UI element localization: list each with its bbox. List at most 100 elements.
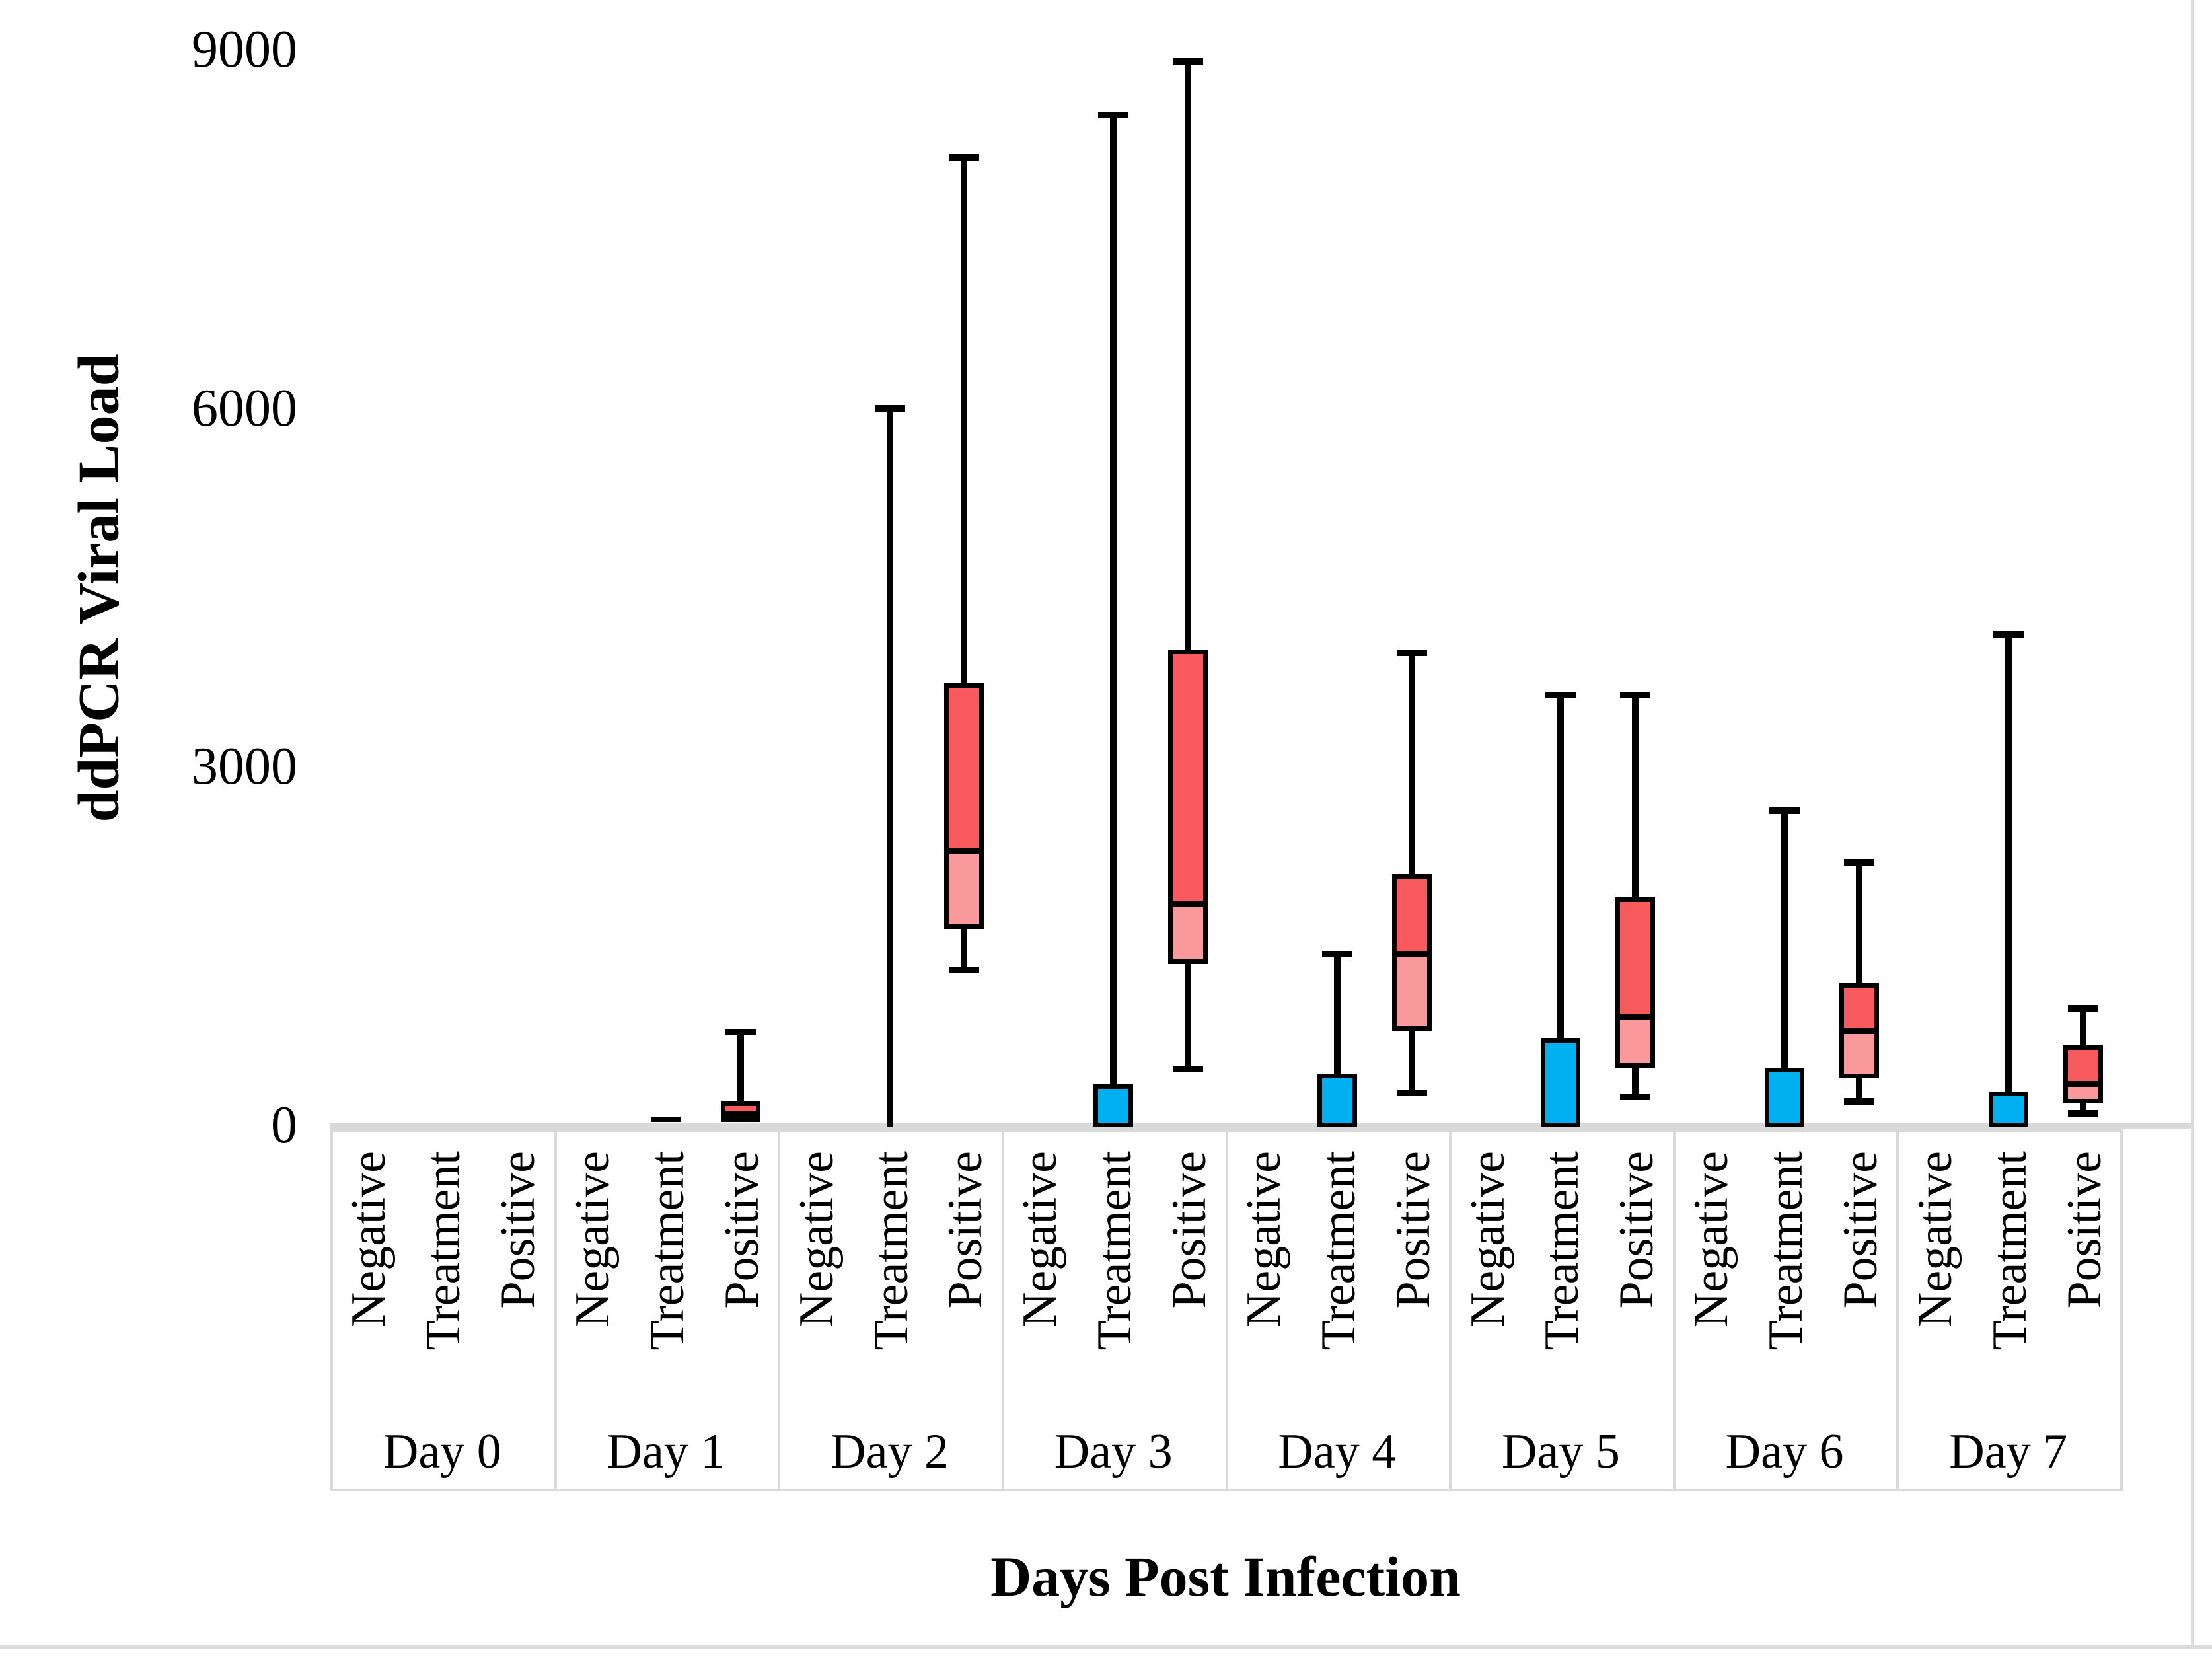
box-day7-treatment: [1988, 1092, 2028, 1127]
sub-category-label: Positive: [1609, 1151, 1664, 1309]
box-day6-treatment: [1765, 1068, 1805, 1127]
upper-whisker-cap-day5-positive: [1620, 691, 1651, 698]
x-axis-title: Days Post Infection: [990, 1545, 1461, 1608]
upper-whisker-cap-day4-positive: [1396, 650, 1427, 657]
box-day5-positive: [1615, 897, 1656, 1068]
sub-category-label: Positive: [1833, 1151, 1888, 1309]
upper-whisker-cap-day7-positive: [2067, 1004, 2098, 1012]
median-line-day6-positive: [1843, 1028, 1874, 1035]
sub-category-label: Treatment: [416, 1151, 471, 1351]
y-tick-label: 6000: [192, 379, 297, 437]
y-tick-label: 3000: [192, 737, 297, 796]
box-upper-quartile-day1-positive: [725, 1105, 756, 1113]
flat-dash-day1-treatment: [651, 1117, 681, 1122]
sub-category-label: Negative: [1236, 1151, 1291, 1328]
day-label: Day 5: [1502, 1425, 1620, 1479]
median-line-day4-positive: [1396, 951, 1427, 958]
box-day3-treatment: [1093, 1084, 1134, 1127]
upper-whisker-day3-treatment: [1110, 115, 1117, 1088]
sub-category-label: Positive: [938, 1151, 993, 1309]
box-day3-positive: [1168, 650, 1208, 964]
sub-category-label: Positive: [1385, 1151, 1440, 1309]
upper-whisker-day5-positive: [1632, 694, 1639, 900]
day-label: Day 7: [1949, 1425, 2068, 1479]
upper-whisker-day3-positive: [1185, 61, 1192, 653]
sub-category-label: Negative: [1013, 1151, 1068, 1328]
median-line-day1-positive: [725, 1110, 756, 1117]
sub-category-label: Treatment: [640, 1151, 694, 1351]
median-line-day2-positive: [949, 847, 980, 854]
x-axis-line: [330, 1123, 2194, 1129]
upper-whisker-day6-treatment: [1781, 811, 1788, 1071]
upper-whisker-day1-positive: [737, 1031, 744, 1104]
upper-whisker-cap-day7-treatment: [1993, 630, 2024, 638]
median-line-day3-positive: [1173, 901, 1204, 908]
box-day5-treatment: [1541, 1037, 1581, 1127]
sub-category-label: Positive: [1162, 1151, 1217, 1309]
sub-category-label: Positive: [714, 1151, 769, 1309]
median-line-day5-positive: [1620, 1014, 1651, 1020]
upper-whisker-day6-positive: [1855, 862, 1862, 986]
lower-whisker-day3-positive: [1185, 961, 1192, 1069]
day-label: Day 2: [830, 1425, 949, 1479]
lower-whisker-day2-positive: [961, 926, 968, 970]
upper-whisker-day5-treatment: [1557, 694, 1565, 1041]
day-label: Day 1: [607, 1425, 725, 1479]
box-upper-quartile-day4-positive: [1396, 879, 1427, 955]
sub-category-label: Treatment: [864, 1151, 918, 1351]
box-upper-quartile-day5-positive: [1620, 901, 1651, 1017]
box-upper-quartile-day3-positive: [1173, 654, 1204, 905]
box-day4-treatment: [1317, 1074, 1357, 1127]
lower-whisker-day7-positive: [2079, 1101, 2086, 1113]
upper-whisker-day2-positive: [961, 157, 968, 686]
upper-whisker-cap-day2-positive: [949, 153, 980, 161]
box-upper-quartile-day6-positive: [1843, 987, 1874, 1031]
lower-whisker-day6-positive: [1855, 1076, 1862, 1101]
sub-category-label: Positive: [491, 1151, 546, 1309]
upper-whisker-day4-treatment: [1333, 954, 1341, 1077]
upper-whisker-cap-day3-positive: [1173, 58, 1204, 65]
lower-whisker-cap-day6-positive: [1843, 1098, 1874, 1105]
lower-whisker-cap-day2-positive: [949, 966, 980, 973]
box-day4-positive: [1391, 874, 1432, 1031]
upper-whisker-day7-treatment: [2005, 634, 2012, 1095]
lower-whisker-cap-day3-positive: [1173, 1065, 1204, 1072]
sub-category-label: Positive: [2057, 1151, 2112, 1309]
upper-whisker-day4-positive: [1408, 653, 1415, 877]
lower-whisker-day4-positive: [1408, 1028, 1415, 1094]
box-day1-positive: [720, 1101, 760, 1122]
upper-whisker-cap-day6-treatment: [1769, 807, 1800, 815]
y-tick-label: 0: [271, 1096, 297, 1154]
category-cell: [1896, 1129, 2123, 1491]
upper-whisker-cap-day1-positive: [725, 1028, 756, 1035]
box-day2-positive: [944, 683, 984, 930]
day-label: Day 6: [1725, 1425, 1844, 1479]
day-label: Day 4: [1278, 1425, 1397, 1479]
lower-whisker-day5-positive: [1632, 1065, 1639, 1097]
sub-category-label: Treatment: [1535, 1151, 1590, 1351]
upper-whisker-cap-day2-treatment: [874, 404, 905, 412]
box-upper-quartile-day7-positive: [2067, 1049, 2098, 1084]
lower-whisker-cap-day4-positive: [1396, 1090, 1427, 1097]
sub-category-label: Negative: [1907, 1151, 1962, 1328]
day-label: Day 3: [1054, 1425, 1173, 1479]
box-upper-quartile-day2-positive: [949, 687, 980, 850]
upper-whisker-cap-day3-treatment: [1098, 112, 1129, 119]
upper-whisker-cap-day4-treatment: [1321, 951, 1352, 958]
lower-whisker-cap-day5-positive: [1620, 1093, 1651, 1100]
upper-whisker-cap-day5-treatment: [1545, 691, 1576, 698]
sub-category-label: Negative: [1460, 1151, 1515, 1328]
box-day6-positive: [1839, 983, 1879, 1079]
lower-whisker-cap-day7-positive: [2067, 1109, 2098, 1117]
sub-category-label: Treatment: [1982, 1151, 2037, 1351]
figure-frame-right: [2191, 0, 2194, 1648]
sub-category-label: Treatment: [1759, 1151, 1814, 1351]
box-day7-positive: [2063, 1045, 2103, 1104]
sub-category-label: Negative: [566, 1151, 620, 1328]
sub-category-label: Negative: [342, 1151, 396, 1328]
day-label: Day 0: [383, 1425, 501, 1479]
sub-category-label: Treatment: [1088, 1151, 1142, 1351]
figure-frame-bottom: [0, 1645, 2212, 1649]
sub-category-label: Negative: [1684, 1151, 1739, 1328]
